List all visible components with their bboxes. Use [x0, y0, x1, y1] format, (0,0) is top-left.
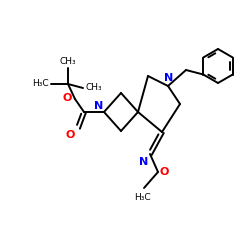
Text: O: O [62, 93, 72, 103]
Text: N: N [164, 73, 173, 83]
Text: H₃C: H₃C [134, 193, 150, 202]
Text: N: N [139, 157, 148, 167]
Text: O: O [66, 130, 75, 140]
Text: N: N [94, 101, 103, 111]
Text: CH₃: CH₃ [85, 82, 102, 92]
Text: H₃C: H₃C [32, 80, 49, 88]
Text: CH₃: CH₃ [60, 57, 76, 66]
Text: O: O [160, 167, 170, 177]
